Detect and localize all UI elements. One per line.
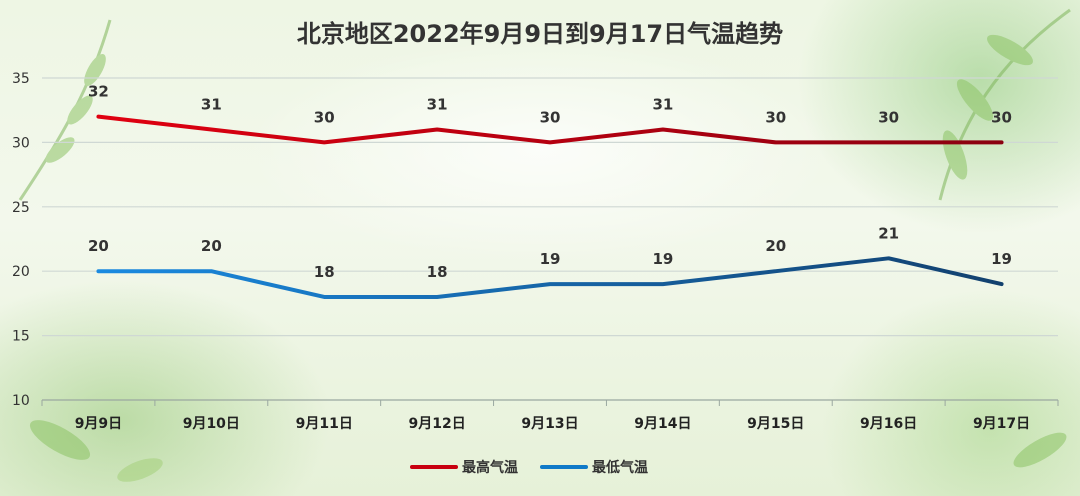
data-label: 19 — [652, 250, 673, 268]
data-label: 21 — [878, 224, 899, 242]
data-label: 18 — [427, 263, 448, 281]
legend-label: 最低气温 — [592, 459, 648, 476]
x-tick-label: 9月15日 — [747, 416, 804, 432]
y-tick-label: 35 — [12, 71, 30, 87]
data-label: 32 — [88, 83, 109, 101]
data-label: 19 — [991, 250, 1012, 268]
data-label: 30 — [540, 108, 561, 126]
data-label: 20 — [201, 237, 222, 255]
data-label: 20 — [88, 237, 109, 255]
chart-title: 北京地区2022年9月9日到9月17日气温趋势 — [297, 20, 783, 48]
leaf-decoration-icon — [18, 8, 1071, 482]
data-label: 31 — [652, 96, 673, 114]
data-label: 18 — [314, 263, 335, 281]
y-tick-label: 25 — [12, 200, 30, 216]
y-tick-label: 15 — [12, 329, 30, 345]
data-label: 30 — [878, 108, 899, 126]
y-tick-label: 10 — [12, 393, 30, 409]
data-label: 31 — [427, 96, 448, 114]
x-tick-label: 9月9日 — [75, 416, 122, 432]
x-tick-label: 9月13日 — [521, 416, 578, 432]
legend-label: 最高气温 — [462, 459, 518, 476]
data-label: 30 — [314, 108, 335, 126]
x-tick-label: 9月16日 — [860, 416, 917, 432]
x-tick-label: 9月10日 — [183, 416, 240, 432]
data-label: 30 — [991, 108, 1012, 126]
y-tick-label: 30 — [12, 135, 30, 151]
data-label: 20 — [765, 237, 786, 255]
y-tick-label: 20 — [12, 264, 30, 280]
data-label: 31 — [201, 96, 222, 114]
x-tick-label: 9月17日 — [973, 416, 1030, 432]
x-tick-label: 9月12日 — [408, 416, 465, 432]
x-tick-label: 9月14日 — [634, 416, 691, 432]
data-label: 30 — [765, 108, 786, 126]
x-tick-label: 9月11日 — [296, 416, 353, 432]
data-label: 19 — [540, 250, 561, 268]
